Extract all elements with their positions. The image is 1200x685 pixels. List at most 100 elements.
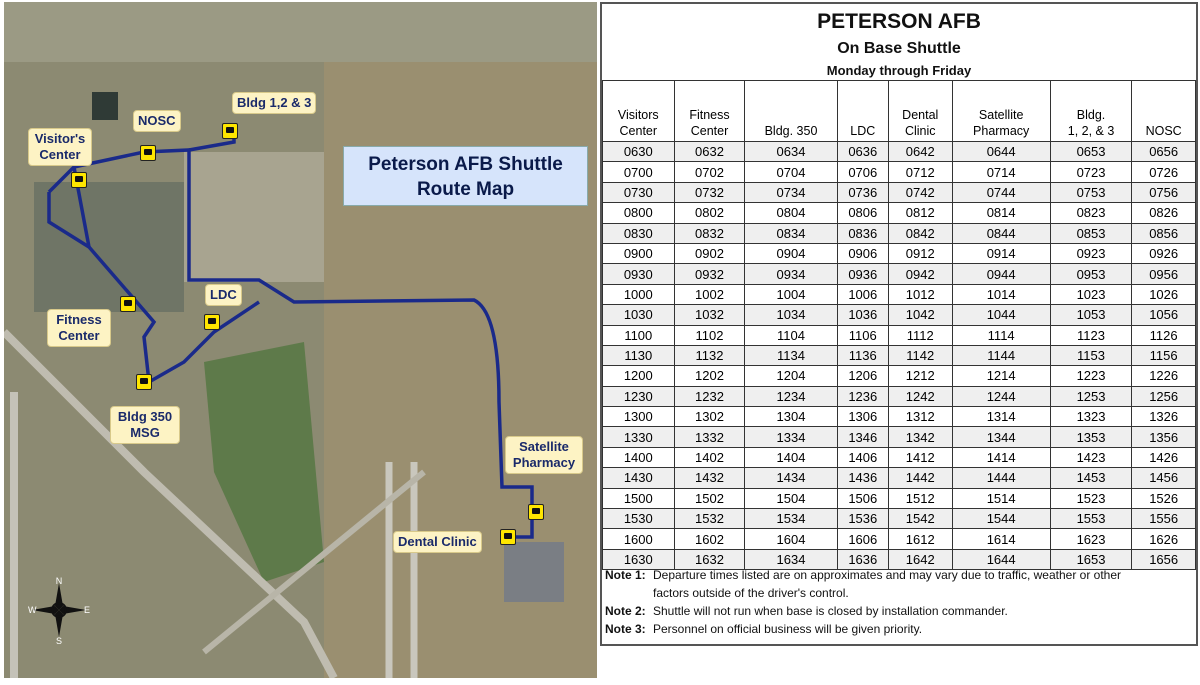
time-cell: 0712 bbox=[887, 161, 953, 183]
time-cell: 1453 bbox=[1049, 467, 1133, 489]
map-title-line: Peterson AFB Shuttle bbox=[368, 154, 563, 175]
time-cell: 0902 bbox=[673, 242, 746, 265]
bus-stop-icon bbox=[500, 529, 516, 545]
time-cell: 1212 bbox=[887, 365, 953, 387]
time-cell: 1500 bbox=[602, 487, 675, 510]
column-header: Bldg. 1, 2, & 3 bbox=[1049, 80, 1133, 142]
time-cell: 1000 bbox=[602, 283, 675, 306]
time-cell: 1530 bbox=[602, 508, 675, 530]
time-cell: 1042 bbox=[887, 304, 953, 326]
time-cell: 0630 bbox=[602, 140, 675, 163]
time-cell: 1432 bbox=[673, 467, 746, 489]
table-row: 0630 0632 0634 0636 0642 0644 0653 0656 bbox=[602, 140, 1196, 163]
bus-stop-icon bbox=[222, 123, 238, 139]
schedule-subtitle: On Base Shuttle bbox=[837, 40, 961, 57]
compass-rose-icon: N S W E bbox=[28, 576, 90, 645]
table-row: 1100 1102 1104 1106 1112 1114 1123 1126 bbox=[602, 324, 1196, 346]
time-cell: 0923 bbox=[1049, 242, 1133, 265]
time-cell: 0900 bbox=[602, 242, 675, 265]
column-header: Visitors Center bbox=[602, 80, 675, 142]
time-cell: 1532 bbox=[673, 508, 746, 530]
time-cell: 0734 bbox=[744, 181, 838, 204]
time-cell: 1442 bbox=[887, 467, 953, 489]
time-cell: 1230 bbox=[602, 385, 675, 408]
time-cell: 1512 bbox=[887, 487, 953, 510]
bus-stop-icon bbox=[136, 374, 152, 390]
time-cell: 1136 bbox=[836, 344, 889, 367]
time-cell: 1032 bbox=[673, 304, 746, 326]
time-cell: 0702 bbox=[673, 161, 746, 183]
time-cell: 0812 bbox=[887, 202, 953, 224]
time-cell: 0856 bbox=[1131, 222, 1196, 244]
schedule-days: Monday through Friday bbox=[826, 63, 972, 78]
note: Note 3: Personnel on official business wi… bbox=[605, 622, 923, 636]
time-cell: 1330 bbox=[602, 426, 675, 448]
time-cell: 0830 bbox=[602, 222, 675, 244]
table-row: 1330 1332 1334 1346 1342 1344 1353 1356 bbox=[602, 426, 1196, 448]
time-cell: 1544 bbox=[951, 508, 1051, 530]
compass-n: N bbox=[56, 576, 63, 586]
note: Note 2: Shuttle will not run when base is… bbox=[605, 604, 1008, 618]
time-cell: 0714 bbox=[951, 161, 1051, 183]
time-cell: 1426 bbox=[1131, 446, 1196, 469]
table-row: 1230 1232 1234 1236 1242 1244 1253 1256 bbox=[602, 385, 1196, 408]
time-cell: 1306 bbox=[836, 406, 889, 428]
time-cell: 1414 bbox=[951, 446, 1051, 469]
time-cell: 0653 bbox=[1049, 140, 1133, 163]
table-row: 0830 0832 0834 0836 0842 0844 0853 0856 bbox=[602, 222, 1196, 244]
time-cell: 1326 bbox=[1131, 406, 1196, 428]
label-dental-clinic: Dental Clinic bbox=[393, 531, 482, 553]
time-cell: 1612 bbox=[887, 528, 953, 550]
time-cell: 1106 bbox=[836, 324, 889, 346]
time-cell: 1204 bbox=[744, 365, 838, 387]
time-cell: 0912 bbox=[887, 242, 953, 265]
time-cell: 0726 bbox=[1131, 161, 1196, 183]
time-cell: 1153 bbox=[1049, 344, 1133, 367]
time-cell: 1534 bbox=[744, 508, 838, 530]
table-row: 1130 1132 1134 1136 1142 1144 1153 1156 bbox=[602, 344, 1196, 367]
time-cell: 1206 bbox=[836, 365, 889, 387]
time-cell: 1504 bbox=[744, 487, 838, 510]
time-cell: 1300 bbox=[602, 406, 675, 428]
time-cell: 0934 bbox=[744, 263, 838, 285]
column-header: LDC bbox=[836, 80, 889, 142]
time-cell: 1342 bbox=[887, 426, 953, 448]
time-cell: 0656 bbox=[1131, 140, 1196, 163]
label-satellite-pharmacy: Satellite Pharmacy bbox=[505, 436, 583, 474]
time-cell: 1256 bbox=[1131, 385, 1196, 408]
time-cell: 0834 bbox=[744, 222, 838, 244]
time-cell: 1006 bbox=[836, 283, 889, 306]
time-cell: 1014 bbox=[951, 283, 1051, 306]
time-cell: 1626 bbox=[1131, 528, 1196, 550]
time-cell: 1112 bbox=[887, 324, 953, 346]
time-cell: 1423 bbox=[1049, 446, 1133, 469]
time-cell: 1012 bbox=[887, 283, 953, 306]
time-cell: 1644 bbox=[951, 548, 1051, 571]
time-cell: 0944 bbox=[951, 263, 1051, 285]
time-cell: 1053 bbox=[1049, 304, 1133, 326]
time-cell: 0906 bbox=[836, 242, 889, 265]
bus-stop-icon bbox=[528, 504, 544, 520]
label-bldg-1-2-3: Bldg 1,2 & 3 bbox=[232, 92, 317, 114]
shuttle-schedule: PETERSON AFB On Base Shuttle Monday thro… bbox=[600, 2, 1198, 646]
time-cell: 1600 bbox=[602, 528, 675, 550]
label-ldc: LDC bbox=[205, 284, 242, 306]
time-cell: 0826 bbox=[1131, 202, 1196, 224]
label-nosc: NOSC bbox=[133, 110, 181, 132]
time-cell: 1126 bbox=[1131, 324, 1196, 346]
time-cell: 1636 bbox=[836, 548, 889, 571]
time-cell: 0814 bbox=[951, 202, 1051, 224]
table-row: 0700 0702 0704 0706 0712 0714 0723 0726 bbox=[602, 161, 1196, 183]
time-cell: 0942 bbox=[887, 263, 953, 285]
time-cell: 1553 bbox=[1049, 508, 1133, 530]
column-header: Bldg. 350 bbox=[744, 80, 838, 142]
time-cell: 0953 bbox=[1049, 263, 1133, 285]
label-fitness-center: Fitness Center bbox=[47, 309, 111, 347]
time-cell: 1323 bbox=[1049, 406, 1133, 428]
time-cell: 0742 bbox=[887, 181, 953, 204]
time-cell: 1630 bbox=[602, 548, 675, 571]
time-cell: 1232 bbox=[673, 385, 746, 408]
time-cell: 1130 bbox=[602, 344, 675, 367]
compass-e: E bbox=[84, 605, 90, 615]
compass-w: W bbox=[28, 605, 37, 615]
